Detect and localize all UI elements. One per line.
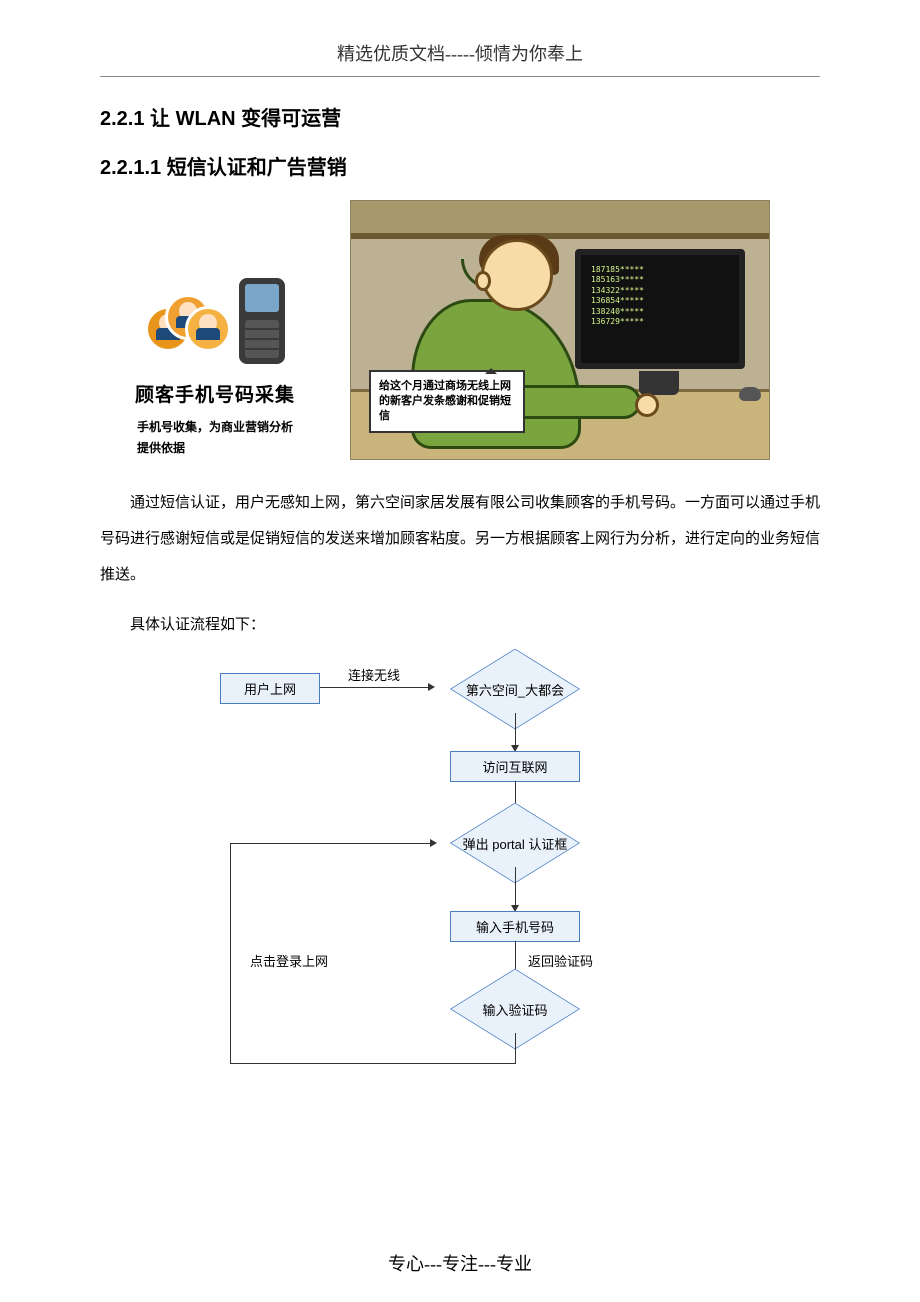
mouse-icon — [739, 387, 761, 401]
edge-label-connect: 连接无线 — [348, 665, 400, 684]
node-enter-code-label: 输入验证码 — [476, 1000, 553, 1019]
page-footer: 专心---专注---专业 — [0, 1250, 920, 1276]
phone-icon — [239, 278, 285, 364]
edge — [515, 1033, 516, 1063]
screen-text: 187185*****185163*****134322*****136854*… — [581, 255, 739, 337]
edge — [230, 843, 231, 1064]
node-user-online: 用户上网 — [220, 673, 320, 704]
phone-collect-title: 顾客手机号码采集 — [135, 380, 295, 407]
heading-2-2-1-1: 2.2.1.1 短信认证和广告营销 — [100, 151, 820, 180]
edge — [230, 1063, 516, 1064]
node-enter-code: 输入验证码 — [435, 983, 595, 1035]
edge-label-return-code: 返回验证码 — [528, 951, 593, 970]
people-icon — [145, 284, 235, 364]
paragraph-1: 通过短信认证，用户无感知上网，第六空间家居发展有限公司收集顾客的手机号码。一方面… — [100, 485, 820, 593]
node-ssid: 第六空间_大都会 — [435, 663, 595, 715]
node-enter-phone: 输入手机号码 — [450, 911, 580, 942]
phone-collect-sub: 手机号收集，为商业营销分析提供依据 — [137, 417, 293, 460]
cartoon-panel: 187185*****185163*****134322*****136854*… — [350, 200, 770, 460]
node-portal-label: 弹出 portal 认证框 — [457, 834, 574, 853]
node-portal: 弹出 portal 认证框 — [435, 817, 595, 869]
speech-bubble: 给这个月通过商场无线上网的新客户发条感谢和促销短信 — [369, 370, 525, 433]
edge — [320, 687, 428, 688]
node-visit-internet: 访问互联网 — [450, 751, 580, 782]
phone-collect-card: 顾客手机号码采集 手机号收集，为商业营销分析提供依据 — [100, 269, 330, 460]
edge — [515, 867, 516, 907]
edge — [515, 713, 516, 747]
page-header: 精选优质文档-----倾情为你奉上 — [100, 40, 820, 77]
heading-2-2-1: 2.2.1 让 WLAN 变得可运营 — [100, 102, 820, 131]
illustration-row: 顾客手机号码采集 手机号收集，为商业营销分析提供依据 187185*****18… — [100, 200, 820, 460]
auth-flowchart: 用户上网 连接无线 第六空间_大都会 访问互联网 弹出 portal 认证框 输… — [180, 655, 740, 1085]
paragraph-2: 具体认证流程如下： — [100, 607, 820, 643]
edge — [230, 843, 430, 844]
arrow-head-icon — [430, 839, 437, 847]
node-ssid-label: 第六空间_大都会 — [460, 680, 570, 699]
edge-label-login: 点击登录上网 — [250, 951, 328, 970]
arrow-head-icon — [428, 683, 435, 691]
phone-collect-icon — [145, 269, 285, 364]
